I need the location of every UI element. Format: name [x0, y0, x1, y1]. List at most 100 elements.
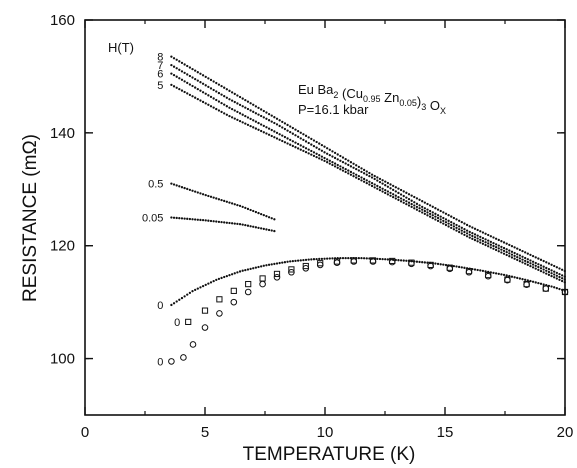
data-point [386, 193, 390, 196]
data-point [373, 174, 376, 178]
data-point [183, 90, 186, 94]
data-point [302, 145, 305, 148]
data-point [286, 137, 289, 140]
data-point [368, 174, 371, 178]
data-point [415, 208, 419, 211]
data-point [294, 128, 297, 131]
data-point-circle [427, 262, 434, 270]
data-point [465, 235, 469, 238]
data-point [494, 246, 498, 249]
data-point [384, 184, 387, 187]
data-point [484, 243, 487, 247]
data-point [296, 142, 300, 146]
data-point [397, 195, 400, 199]
data-point [434, 262, 437, 265]
data-point [460, 229, 463, 232]
data-point [465, 232, 469, 235]
data-point [473, 238, 477, 242]
data-point-circle [484, 272, 492, 280]
data-point [421, 205, 424, 209]
data-point [175, 67, 178, 70]
data-point [249, 208, 252, 212]
data-point [252, 103, 255, 106]
data-point [215, 220, 218, 223]
data-point [183, 295, 186, 298]
data-point [405, 202, 408, 206]
data-point [513, 254, 516, 258]
data-point [186, 73, 189, 76]
data-point [238, 112, 242, 115]
x-tick-label: 5 [201, 424, 209, 441]
data-point [336, 158, 339, 161]
data-point [362, 180, 366, 183]
data-point [402, 190, 405, 193]
series-5 [170, 216, 276, 233]
data-point [378, 180, 382, 184]
data-point [558, 278, 561, 281]
data-point [172, 183, 176, 186]
data-point [521, 249, 524, 253]
data-point [257, 121, 260, 125]
data-point [180, 217, 184, 220]
data-point [336, 163, 339, 167]
data-point [555, 277, 558, 280]
data-point [555, 271, 558, 275]
data-point [230, 202, 234, 205]
data-point [207, 77, 210, 80]
data-point [260, 108, 263, 111]
data-point [246, 123, 250, 126]
data-point [376, 176, 379, 179]
data-point [518, 248, 522, 252]
data-point-circle [244, 288, 252, 296]
data-point [463, 230, 466, 234]
data-point [230, 273, 234, 276]
data-point [233, 109, 236, 112]
data-point [447, 225, 450, 228]
data-point-square [273, 270, 281, 278]
data-point [299, 137, 302, 140]
data-point [431, 214, 434, 217]
formula-subscript: 0.95 [363, 94, 381, 104]
data-point [360, 167, 363, 170]
data-point [270, 120, 273, 123]
data-point [175, 75, 178, 78]
series-label: 0 [157, 356, 163, 368]
data-point [357, 169, 360, 172]
data-point [473, 268, 477, 271]
data-point [194, 190, 197, 193]
data-point [304, 151, 308, 154]
data-point [381, 257, 384, 261]
data-point [186, 187, 189, 191]
data-point [278, 119, 281, 122]
data-point [468, 233, 471, 236]
data-point [262, 227, 265, 231]
data-point-circle [523, 281, 530, 288]
data-point [312, 139, 316, 142]
data-point [423, 212, 426, 216]
data-point [186, 217, 189, 220]
data-point [492, 241, 495, 245]
data-point-circle [333, 259, 341, 266]
data-point [207, 94, 210, 97]
data-point-circle [230, 298, 238, 306]
series-0 [170, 55, 566, 273]
data-point [418, 260, 421, 264]
data-point [296, 259, 300, 262]
formula-subscript: 3 [421, 102, 426, 112]
data-point [347, 163, 350, 167]
data-point [318, 257, 321, 261]
data-point [531, 266, 535, 269]
data-point [252, 267, 255, 270]
data-point [270, 263, 273, 266]
data-point [524, 259, 527, 262]
series-4 [170, 182, 276, 221]
data-point [421, 200, 424, 203]
data-point [230, 116, 234, 119]
data-point [547, 270, 551, 274]
data-point [265, 228, 268, 231]
data-point [524, 251, 527, 254]
data-point [399, 188, 403, 192]
data-point [318, 154, 321, 157]
data-point [333, 165, 337, 168]
data-point [265, 215, 268, 218]
